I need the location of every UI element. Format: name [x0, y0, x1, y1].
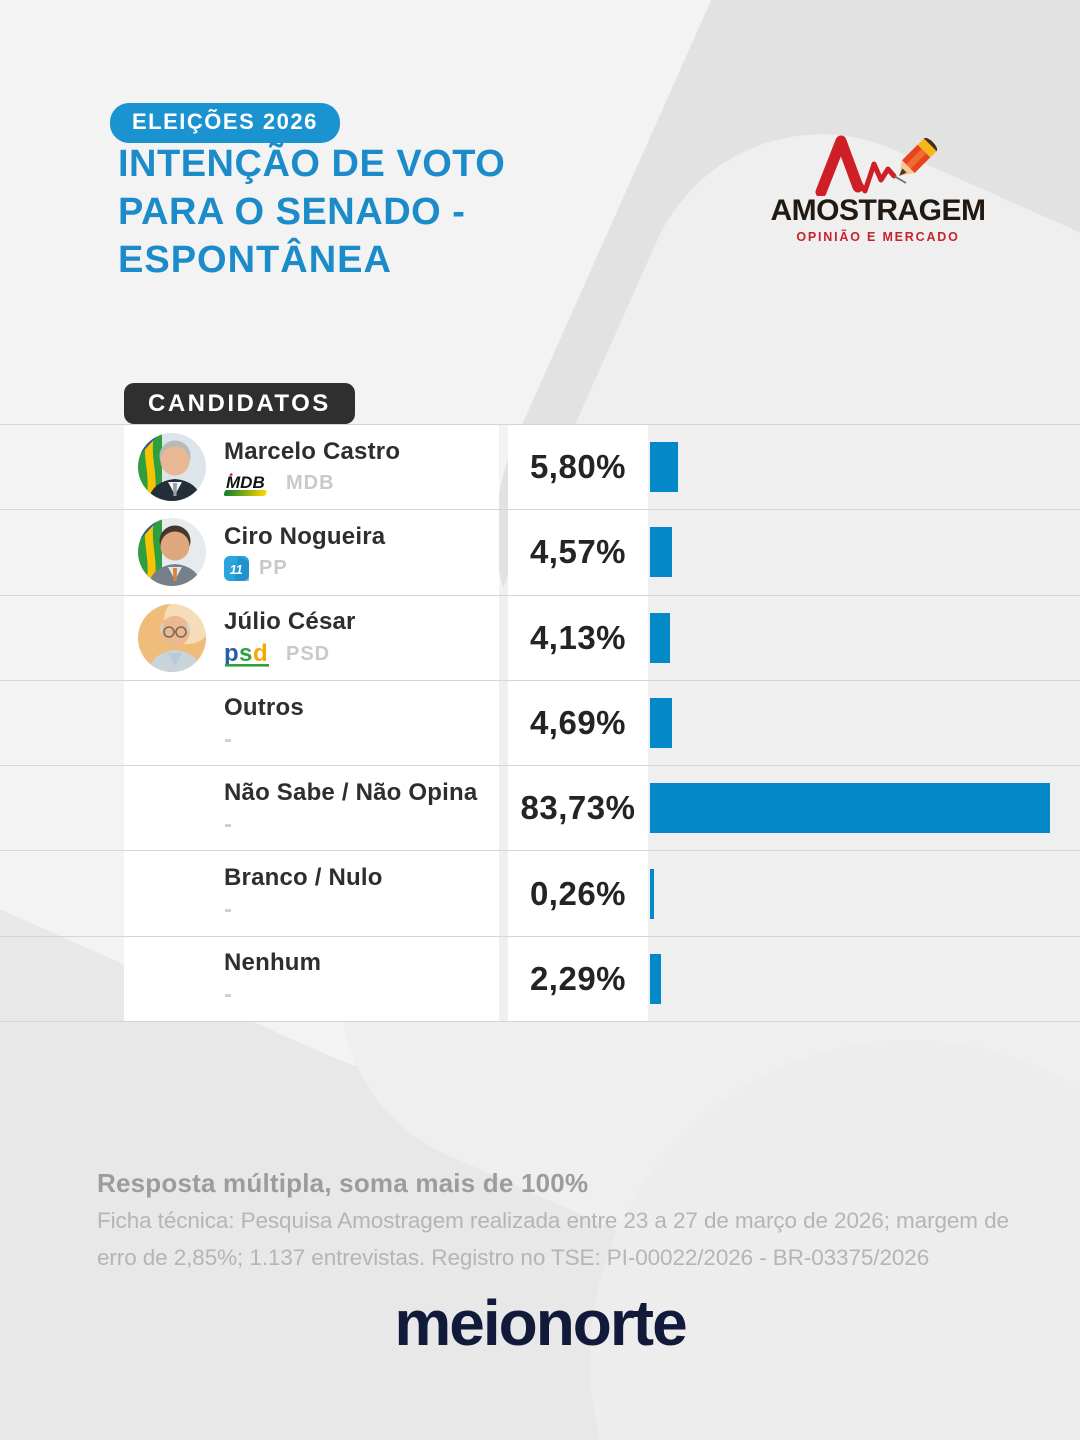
- result-bar: [650, 612, 670, 663]
- psd-logo: p s d: [224, 640, 276, 669]
- pulse-pencil-icon: [815, 135, 938, 196]
- party-line: -: [224, 727, 499, 753]
- title-line-2: PARA O SENADO -: [118, 191, 466, 233]
- candidate-card: Branco / Nulo -: [124, 851, 499, 936]
- svg-text:d: d: [253, 640, 268, 667]
- poll-row: Júlio César p s d PSD 4,13%: [0, 595, 1080, 681]
- elections-badge-label: ELEIÇÕES 2026: [132, 109, 318, 134]
- poll-row: Marcelo Castro MDB MDB 5,80%: [0, 425, 1080, 511]
- party-line: 11 PP: [224, 556, 499, 582]
- result-bar: [650, 868, 654, 919]
- percentage-card: 4,13%: [508, 595, 648, 680]
- candidate-card: Outros -: [124, 680, 499, 766]
- poll-row: Ciro Nogueira 11 PP 4,57%: [0, 510, 1080, 596]
- percentage-card: 5,80%: [508, 425, 648, 510]
- percentage-value: 0,26%: [529, 874, 627, 912]
- result-bar: [650, 783, 1050, 834]
- candidate-name: Branco / Nulo: [224, 864, 383, 892]
- poll-row: Não Sabe / Não Opina - 83,73%: [0, 766, 1080, 852]
- title-line-3: ESPONTÂNEA: [118, 239, 392, 281]
- candidate-name: Outros: [224, 693, 304, 721]
- party-abbreviation: PP: [259, 557, 288, 580]
- avatar-ciro-nogueira: [138, 518, 206, 587]
- svg-text:p: p: [224, 640, 239, 667]
- candidatos-header-label: CANDIDATOS: [148, 389, 331, 417]
- candidate-card: Marcelo Castro MDB MDB: [124, 425, 499, 510]
- candidate-card: Nenhum -: [124, 936, 499, 1022]
- party-abbreviation: PSD: [286, 642, 331, 665]
- candidate-card: Júlio César p s d PSD: [124, 595, 499, 680]
- result-bar: [650, 442, 678, 493]
- percentage-card: 2,29%: [508, 936, 648, 1022]
- meionorte-logo: meionorte: [394, 1287, 687, 1359]
- candidate-name: Não Sabe / Não Opina: [224, 778, 478, 806]
- svg-text:11: 11: [230, 563, 243, 577]
- percentage-card: 83,73%: [508, 766, 648, 851]
- no-party-dash: -: [224, 725, 232, 753]
- party-line: -: [224, 982, 499, 1008]
- amostragem-tagline: OPINIÃO E MERCADO: [796, 230, 960, 244]
- elections-badge: ELEIÇÕES 2026: [110, 103, 340, 143]
- svg-text:s: s: [239, 640, 252, 667]
- candidate-card: Não Sabe / Não Opina -: [124, 766, 499, 851]
- percentage-value: 4,57%: [529, 533, 627, 571]
- avatar-marcelo-castro: [138, 433, 206, 502]
- candidatos-header-badge: CANDIDATOS: [124, 383, 355, 424]
- percentage-card: 4,57%: [508, 510, 648, 595]
- poll-row: Outros - 4,69%: [0, 680, 1080, 767]
- title-line-1: INTENÇÃO DE VOTO: [118, 143, 506, 185]
- party-line: -: [224, 812, 499, 838]
- candidate-card: Ciro Nogueira 11 PP: [124, 510, 499, 595]
- result-bar: [650, 698, 672, 749]
- avatar-julio-cesar: [138, 603, 206, 672]
- percentage-card: 4,69%: [508, 680, 648, 766]
- candidate-name: Marcelo Castro: [224, 437, 401, 465]
- amostragem-logo: AMOSTRAGEM OPINIÃO E MERCADO: [770, 132, 986, 244]
- no-party-dash: -: [224, 981, 232, 1009]
- percentage-card: 0,26%: [508, 851, 648, 936]
- poll-row: Nenhum - 2,29%: [0, 936, 1080, 1023]
- percentage-value: 2,29%: [529, 959, 627, 997]
- party-abbreviation: MDB: [286, 472, 335, 495]
- percentage-value: 4,13%: [529, 618, 627, 656]
- percentage-value: 83,73%: [520, 789, 636, 827]
- candidate-name: Ciro Nogueira: [224, 522, 386, 550]
- poll-row: Branco / Nulo - 0,26%: [0, 851, 1080, 937]
- party-line: -: [224, 897, 499, 923]
- no-party-dash: -: [224, 810, 232, 838]
- amostragem-wordmark: AMOSTRAGEM: [770, 194, 987, 227]
- party-line: MDB MDB: [224, 471, 499, 497]
- result-bar: [650, 527, 672, 578]
- mdb-logo: MDB: [224, 470, 276, 497]
- result-bar: [650, 953, 661, 1004]
- pp-logo: 11: [224, 556, 249, 582]
- percentage-value: 4,69%: [529, 704, 627, 742]
- svg-text:MDB: MDB: [226, 473, 265, 492]
- no-party-dash: -: [224, 896, 232, 924]
- candidate-name: Nenhum: [224, 949, 322, 977]
- percentage-value: 5,80%: [529, 448, 627, 486]
- multiple-answer-note: Resposta múltipla, soma mais de 100%: [97, 1168, 589, 1198]
- candidate-name: Júlio César: [224, 608, 356, 636]
- poll-results-table: Marcelo Castro MDB MDB 5,80% Ciro Noguei: [0, 424, 1080, 1023]
- technical-sheet-note: Ficha técnica: Pesquisa Amostragem reali…: [97, 1208, 1009, 1270]
- party-line: p s d PSD: [224, 640, 499, 669]
- page-title: INTENÇÃO DE VOTO PARA O SENADO - ESPONTÂ…: [118, 140, 505, 284]
